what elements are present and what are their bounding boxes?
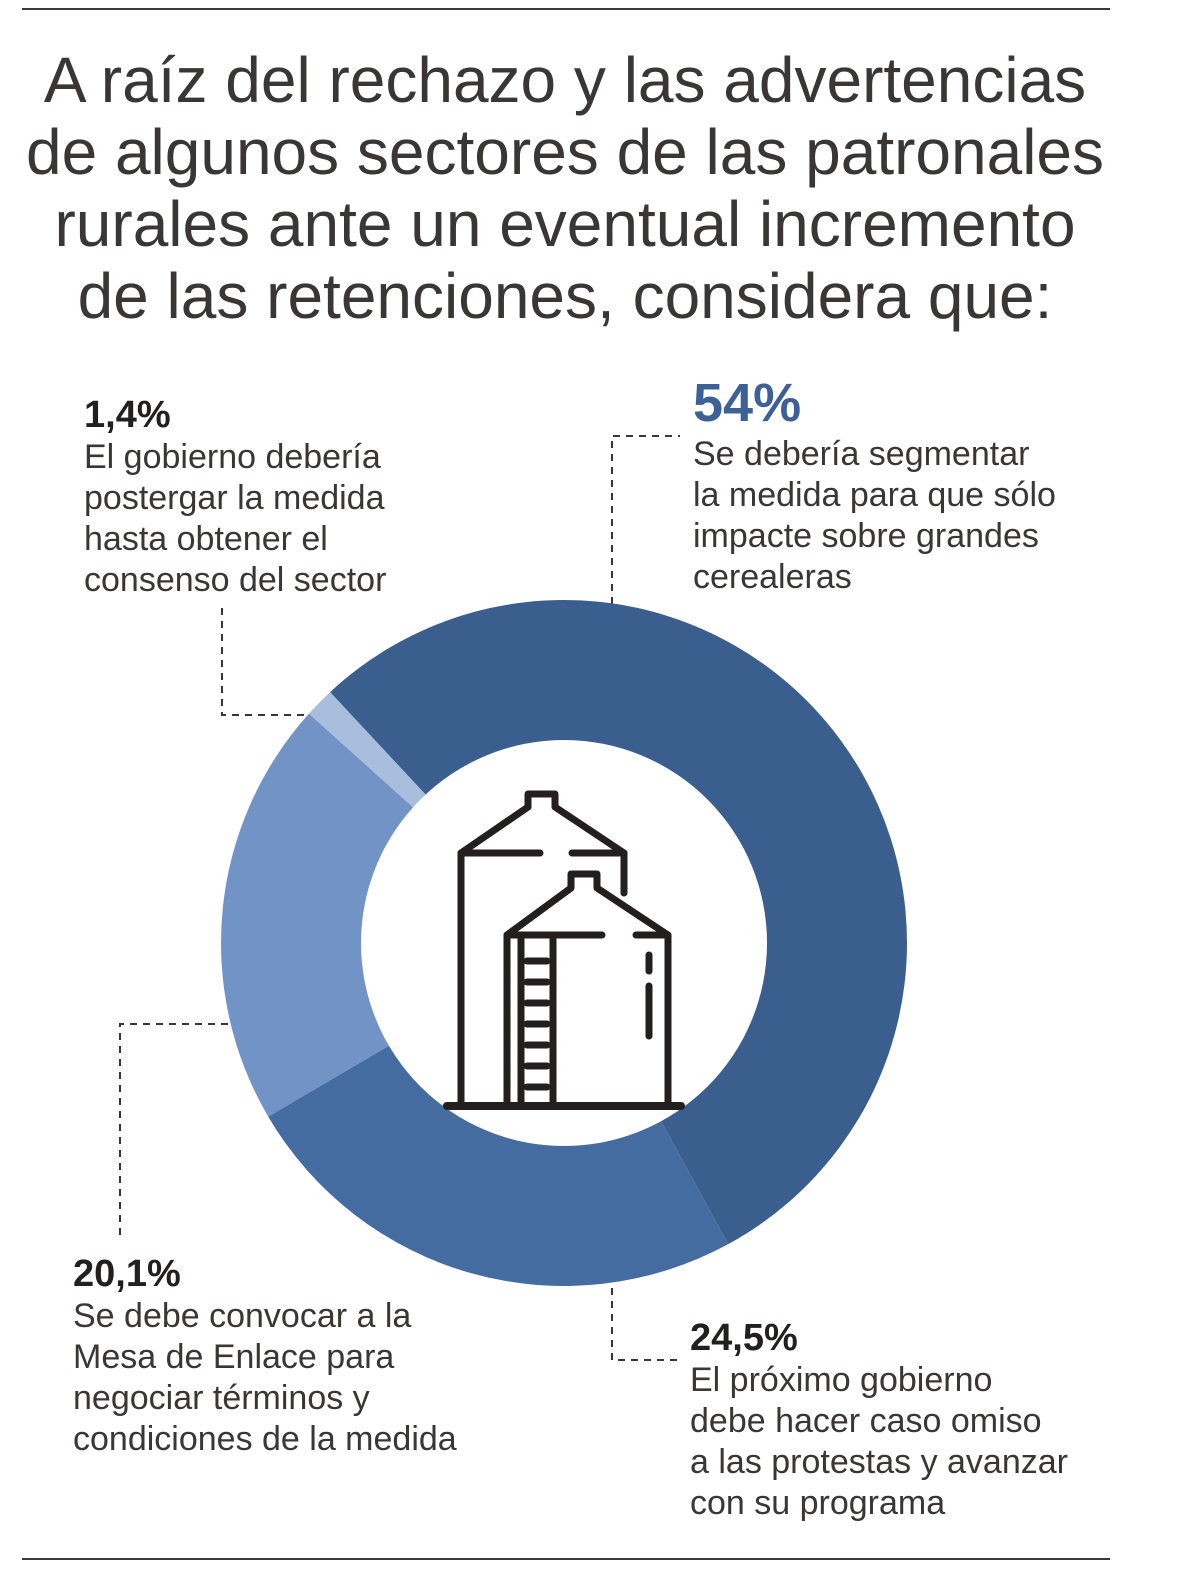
description-line: consenso del sector xyxy=(84,561,387,599)
leader-line xyxy=(611,435,680,604)
description-line: cerealeras xyxy=(693,558,852,596)
description-line: Mesa de Enlace para xyxy=(73,1338,395,1376)
slice-description: Se debería segmentar la medida para que … xyxy=(693,434,1056,598)
leader-line xyxy=(221,608,308,716)
slice-value-label: 1,4% xyxy=(84,394,171,436)
description-line: impacte sobre grandes xyxy=(693,517,1039,555)
description-line: hasta obtener el xyxy=(84,520,328,558)
description-line: con su programa xyxy=(690,1484,946,1522)
slice-value-label: 24,5% xyxy=(690,1317,798,1359)
slice-value-label: 54% xyxy=(693,373,802,433)
chart-title: A raíz del rechazo y las advertencias de… xyxy=(0,44,1130,332)
description-line: a las protestas y avanzar xyxy=(690,1443,1068,1481)
slice-description: El próximo gobierno debe hacer caso omis… xyxy=(690,1360,1068,1524)
label-slice-24-5: 24,5% El próximo gobierno debe hacer cas… xyxy=(690,1316,1068,1524)
description-line: Se debe convocar a la xyxy=(73,1297,412,1335)
label-slice-54: 54% Se debería segmentar la medida para … xyxy=(693,372,1056,598)
description-line: debe hacer caso omiso xyxy=(690,1402,1042,1440)
description-line: la medida para que sólo xyxy=(693,476,1056,514)
slice-description: El gobierno debería postergar la medida … xyxy=(84,437,386,601)
description-line: El próximo gobierno xyxy=(690,1361,993,1399)
description-line: Se debería segmentar xyxy=(693,435,1030,473)
description-line: El gobierno debería xyxy=(84,438,381,476)
slice-value-label: 20,1% xyxy=(73,1253,181,1295)
slice-description: Se debe convocar a la Mesa de Enlace par… xyxy=(73,1296,457,1460)
bottom-rule xyxy=(22,1558,1110,1560)
label-slice-20-1: 20,1% Se debe convocar a la Mesa de Enla… xyxy=(73,1252,457,1460)
description-line: negociar términos y xyxy=(73,1379,370,1417)
title-line: de las retenciones, considera que: xyxy=(77,260,1053,332)
label-slice-1-4: 1,4% El gobierno debería postergar la me… xyxy=(84,393,386,601)
title-line: A raíz del rechazo y las advertencias xyxy=(43,44,1087,116)
leader-lines xyxy=(119,435,680,1361)
leader-line xyxy=(119,1023,228,1236)
title-line: de algunos sectores de las patronales xyxy=(25,116,1105,188)
leader-line xyxy=(611,1288,680,1361)
description-line: condiciones de la medida xyxy=(73,1420,457,1458)
title-line: rurales ante un eventual incremento xyxy=(54,188,1076,260)
donut-hole xyxy=(361,740,767,1146)
grain-silo-icon xyxy=(443,790,685,1110)
description-line: postergar la medida xyxy=(84,479,385,517)
top-rule xyxy=(22,8,1110,10)
